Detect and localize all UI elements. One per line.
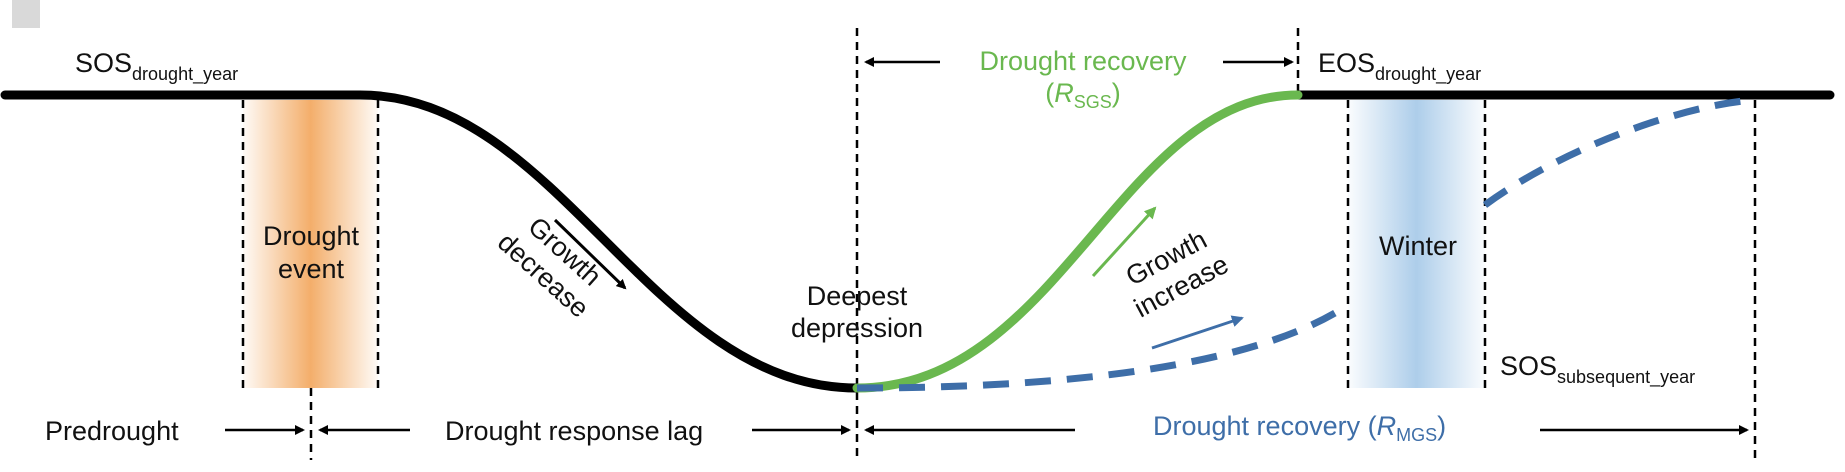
drought-event-label-line2: event: [278, 254, 345, 284]
drought-event-band: [243, 100, 378, 388]
drought-event-label-line1: Drought: [263, 221, 360, 251]
deepest-depression-label-line2: depression: [791, 313, 923, 343]
growth-curve-baseline: [0, 90, 862, 393]
predrought-label: Predrought: [45, 416, 179, 446]
green-recovery-curve: [852, 90, 1303, 393]
drought-recovery-sgs-symbol: (RSGS): [1045, 78, 1121, 112]
drought-recovery-mgs-label: Drought recovery (RMGS): [1153, 411, 1446, 445]
growth-increase-green-arrow: [1091, 206, 1157, 278]
winter-label: Winter: [1379, 231, 1457, 261]
drought-recovery-sgs-title: Drought recovery: [979, 46, 1187, 76]
sos-subsequent-year-label: SOSsubsequent_year: [1500, 351, 1695, 388]
drought-response-lag-label: Drought response lag: [445, 416, 703, 446]
deepest-depression-label-line1: Deepest: [807, 281, 908, 311]
corner-square: [12, 0, 40, 28]
winter-band: [1348, 100, 1485, 388]
growth-decrease-arrow: [553, 218, 627, 290]
eos-drought-year-label: EOSdrought_year: [1318, 48, 1481, 85]
growth-increase-blue-arrow: [1151, 315, 1244, 350]
blue-recovery-curve-after-winter: [1482, 96, 1756, 208]
sos-drought-year-label: SOSdrought_year: [75, 48, 238, 85]
